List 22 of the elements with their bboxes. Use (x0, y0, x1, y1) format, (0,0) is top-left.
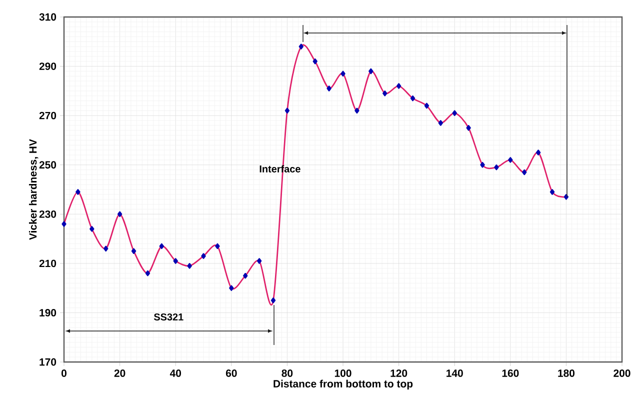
x-tick-label: 100 (334, 370, 352, 377)
x-tick-label: 40 (170, 370, 181, 377)
y-tick-label: 310 (39, 13, 56, 21)
annotation: SS321 (154, 313, 184, 321)
x-tick-label: 120 (390, 370, 408, 377)
y-tick-label: 210 (39, 260, 56, 268)
x-tick-label: 20 (114, 370, 126, 377)
x-tick-label: 80 (282, 370, 293, 377)
x-tick-label: 0 (62, 370, 66, 377)
y-tick-label: 290 (39, 62, 56, 70)
y-tick-label: 250 (39, 161, 56, 169)
y-tick-label: 170 (40, 358, 56, 366)
y-tick-label: 190 (40, 309, 56, 316)
x-tick-label: 180 (558, 370, 575, 377)
x-tick-label: 60 (226, 370, 237, 377)
x-tick-label: 140 (446, 370, 463, 377)
y-axis-title: Vicker hardness, HV (28, 139, 38, 240)
x-tick-label: 200 (614, 370, 630, 377)
x-tick-label: 160 (502, 370, 519, 377)
y-tick-label: 230 (39, 210, 56, 218)
x-axis-title: Distance from bottom to top (274, 380, 413, 390)
y-tick-label: 270 (39, 112, 56, 120)
